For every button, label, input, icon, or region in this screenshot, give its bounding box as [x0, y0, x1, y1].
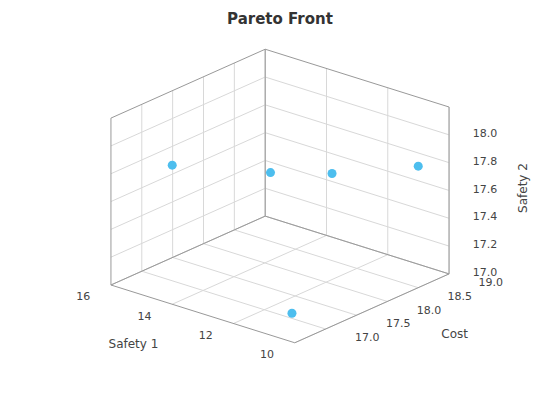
- svg-text:18.0: 18.0: [473, 127, 498, 140]
- svg-text:10: 10: [260, 348, 274, 361]
- svg-text:14: 14: [137, 310, 151, 323]
- html-text:Pareto Front: Pareto Front: [227, 10, 333, 28]
- svg-text:17.5: 17.5: [386, 317, 411, 330]
- svg-text:16: 16: [76, 290, 90, 303]
- svg-text:Cost: Cost: [441, 327, 468, 341]
- svg-text:Safety 2: Safety 2: [516, 163, 530, 213]
- svg-text:17.6: 17.6: [473, 183, 498, 196]
- svg-text:12: 12: [199, 329, 213, 342]
- svg-text:18.5: 18.5: [448, 290, 473, 303]
- svg-text:19.0: 19.0: [478, 276, 503, 290]
- svg-text:17.4: 17.4: [473, 210, 498, 223]
- svg-text:17.8: 17.8: [473, 155, 498, 168]
- svg-text:17.0: 17.0: [473, 266, 498, 279]
- svg-text:17.2: 17.2: [473, 238, 498, 251]
- svg-text:Safety 1: Safety 1: [109, 337, 159, 351]
- svg-text:17.0: 17.0: [355, 331, 380, 344]
- svg-text:18.0: 18.0: [417, 304, 442, 317]
